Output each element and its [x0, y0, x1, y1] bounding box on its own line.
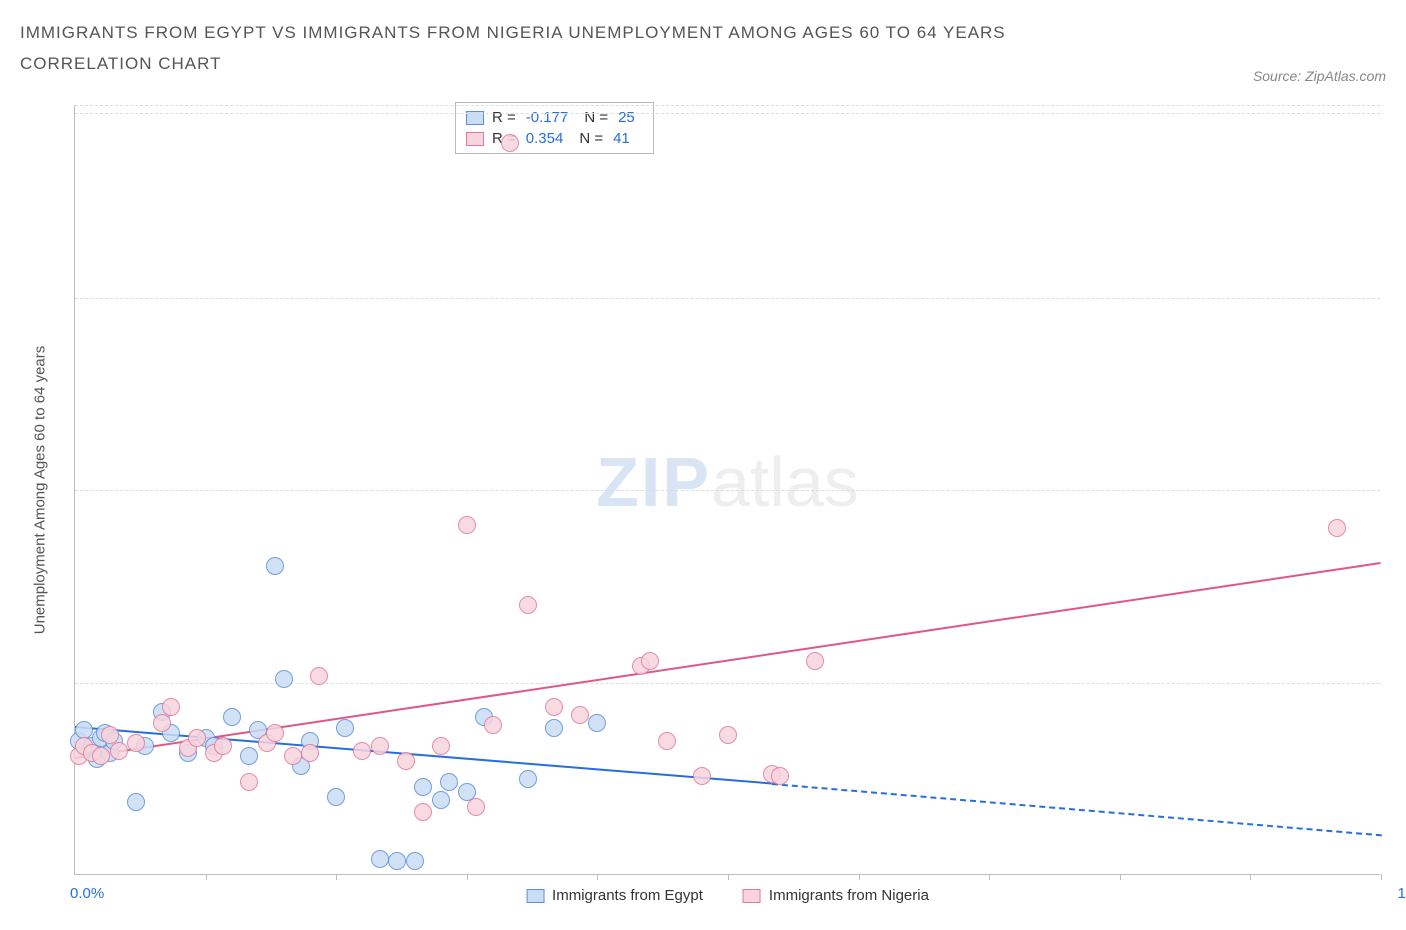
x-tick: [1381, 874, 1382, 880]
x-tick-label-left: 0.0%: [70, 885, 104, 902]
legend-n-value: 25: [618, 109, 635, 126]
legend-row: R = -0.177 N = 25: [466, 107, 643, 128]
y-tick-label: 15.0%: [1390, 482, 1406, 499]
data-point: [371, 850, 389, 868]
x-tick: [336, 874, 337, 880]
plot-region: ZIPatlas R = -0.177 N = 25R = 0.354 N = 41…: [74, 105, 1380, 875]
data-point: [240, 773, 258, 791]
data-point: [771, 767, 789, 785]
data-point: [301, 744, 319, 762]
x-tick: [1250, 874, 1251, 880]
chart-title: IMMIGRANTS FROM EGYPT VS IMMIGRANTS FROM…: [20, 18, 1120, 79]
legend-item: Immigrants from Egypt: [526, 887, 703, 904]
data-point: [588, 714, 606, 732]
y-axis-label: Unemployment Among Ages 60 to 64 years: [32, 346, 49, 635]
data-point: [467, 798, 485, 816]
data-point: [275, 670, 293, 688]
data-point: [127, 793, 145, 811]
legend-n-label: N =: [579, 130, 603, 147]
data-point: [153, 714, 171, 732]
data-point: [414, 778, 432, 796]
x-tick: [989, 874, 990, 880]
data-point: [719, 726, 737, 744]
data-point: [519, 596, 537, 614]
data-point: [658, 732, 676, 750]
watermark: ZIPatlas: [596, 442, 859, 522]
data-point: [432, 791, 450, 809]
x-tick: [1120, 874, 1121, 880]
data-point: [284, 747, 302, 765]
data-point: [388, 852, 406, 870]
data-point: [353, 742, 371, 760]
legend-label: Immigrants from Nigeria: [769, 887, 929, 904]
data-point: [806, 652, 824, 670]
data-point: [458, 516, 476, 534]
legend-r-value: -0.177: [526, 109, 569, 126]
data-point: [440, 773, 458, 791]
correlation-legend: R = -0.177 N = 25R = 0.354 N = 41: [455, 102, 654, 154]
x-tick: [859, 874, 860, 880]
x-tick: [597, 874, 598, 880]
data-point: [240, 747, 258, 765]
data-point: [223, 708, 241, 726]
data-point: [310, 667, 328, 685]
legend-swatch: [743, 889, 761, 903]
chart-area: Unemployment Among Ages 60 to 64 years Z…: [50, 105, 1380, 875]
data-point: [214, 737, 232, 755]
data-point: [545, 719, 563, 737]
data-point: [432, 737, 450, 755]
data-point: [693, 767, 711, 785]
watermark-atlas: atlas: [711, 443, 859, 521]
x-tick: [206, 874, 207, 880]
trend-line: [771, 783, 1381, 836]
data-point: [266, 724, 284, 742]
data-point: [110, 742, 128, 760]
watermark-zip: ZIP: [596, 443, 711, 521]
legend-r-value: 0.354: [526, 130, 564, 147]
source-label: Source: ZipAtlas.com: [1253, 68, 1386, 84]
data-point: [327, 788, 345, 806]
gridline: [75, 113, 1380, 114]
data-point: [162, 698, 180, 716]
data-point: [188, 729, 206, 747]
data-point: [266, 557, 284, 575]
x-tick-label-right: 15.0%: [1385, 885, 1406, 902]
data-point: [1328, 519, 1346, 537]
data-point: [501, 134, 519, 152]
legend-r-label: R =: [492, 109, 516, 126]
data-point: [414, 803, 432, 821]
data-point: [406, 852, 424, 870]
legend-swatch: [526, 889, 544, 903]
gridline: [75, 105, 1380, 106]
x-tick: [467, 874, 468, 880]
gridline: [75, 298, 1380, 299]
gridline: [75, 490, 1380, 491]
legend-n-value: 41: [613, 130, 630, 147]
y-tick-label: 7.5%: [1390, 674, 1406, 691]
x-tick: [728, 874, 729, 880]
data-point: [397, 752, 415, 770]
legend-swatch: [466, 132, 484, 146]
gridline: [75, 683, 1380, 684]
y-tick-label: 30.0%: [1390, 97, 1406, 114]
legend-label: Immigrants from Egypt: [552, 887, 703, 904]
data-point: [484, 716, 502, 734]
legend-n-label: N =: [584, 109, 608, 126]
data-point: [545, 698, 563, 716]
data-point: [571, 706, 589, 724]
data-point: [336, 719, 354, 737]
data-point: [371, 737, 389, 755]
data-point: [641, 652, 659, 670]
data-point: [127, 734, 145, 752]
legend-item: Immigrants from Nigeria: [743, 887, 929, 904]
data-point: [92, 747, 110, 765]
legend-row: R = 0.354N = 41: [466, 128, 643, 149]
y-tick-label: 22.5%: [1390, 289, 1406, 306]
data-point: [519, 770, 537, 788]
series-legend: Immigrants from Egypt Immigrants from Nig…: [526, 887, 929, 904]
